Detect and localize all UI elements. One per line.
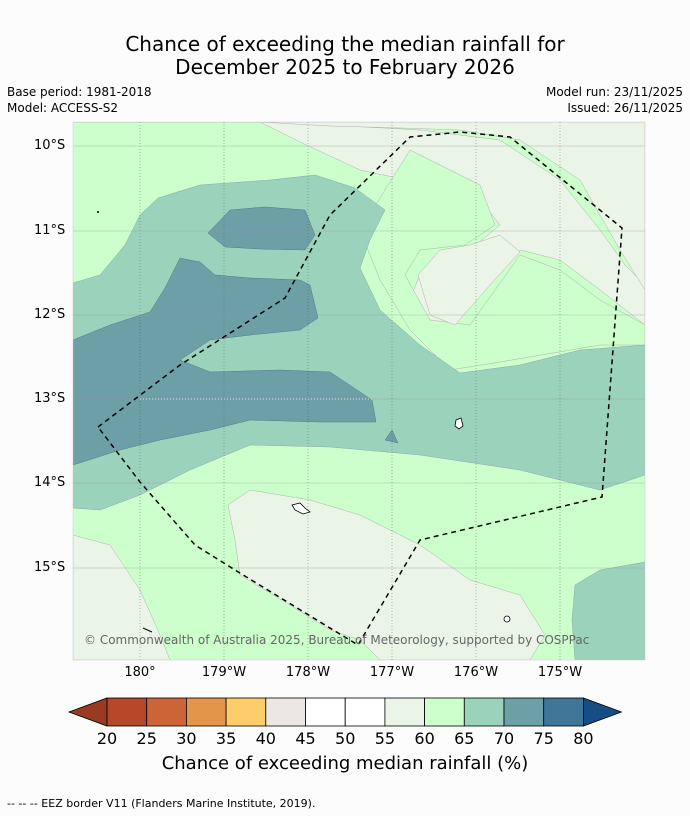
eez-border <box>96 131 623 647</box>
colorbar-label-65: 65 <box>454 729 475 748</box>
colorbar-label-25: 25 <box>136 729 157 748</box>
colorbar-swatch-c60_65 <box>424 697 465 727</box>
colorbar-swatch-c50_55 <box>344 697 386 727</box>
copyright-notice: © Commonwealth of Australia 2025, Bureau… <box>84 633 590 647</box>
region-70-75-island <box>384 429 399 444</box>
region-55-60-north <box>259 122 645 291</box>
colorbar-swatch-c65_70 <box>463 697 505 727</box>
colorbar-swatch-c35_40 <box>225 697 267 727</box>
island-southeast <box>503 615 511 623</box>
colorbar-swatch-c55_60 <box>384 697 425 727</box>
island-east <box>454 417 464 430</box>
colorbar-label-20: 20 <box>96 729 118 748</box>
map-title-line1: Chance of exceeding the median rainfall … <box>125 32 565 56</box>
colorbar-swatch-c25_30 <box>146 697 187 727</box>
colorbar-swatch-c20_25 <box>106 697 148 727</box>
lon-label-175w: 175°W <box>537 665 583 680</box>
lat-label-11s: 11°S <box>34 223 66 238</box>
lon-label-179w: 179°W <box>201 665 247 680</box>
colorbar-over-arrow <box>583 697 623 727</box>
lat-label-12s: 12°S <box>34 307 66 322</box>
region-55-60-pocket <box>417 234 521 326</box>
base-period: Base period: 1981-2018 <box>7 85 152 99</box>
lon-label-180: 180° <box>124 665 156 680</box>
region-70-75-main <box>73 257 377 466</box>
colorbar-swatch-c70_75 <box>503 697 545 727</box>
lat-label-15s: 15°S <box>34 560 66 575</box>
colorbar-label-40: 40 <box>255 729 276 748</box>
island-far-south <box>142 627 153 633</box>
lat-label-14s: 14°S <box>34 475 66 490</box>
lat-label-13s: 13°S <box>34 391 66 406</box>
graticule <box>73 122 645 660</box>
eez-legend-note: -- -- -- EEZ border V11 (Flanders Marine… <box>7 797 316 810</box>
colorbar-label-30: 30 <box>176 729 197 748</box>
colorbar-swatch-c30_35 <box>185 697 227 727</box>
colorbar <box>67 697 623 727</box>
issued-date: Issued: 26/11/2025 <box>567 101 683 115</box>
lat-label-10s: 10°S <box>34 138 66 153</box>
lon-label-176w: 176°W <box>453 665 499 680</box>
island-southwest <box>291 502 311 515</box>
lon-label-177w: 177°W <box>369 665 415 680</box>
island-northwest <box>97 211 99 213</box>
model-name: Model: ACCESS-S2 <box>7 101 119 115</box>
colorbar-label-45: 45 <box>295 729 316 748</box>
colorbar-swatch-c40_45 <box>265 697 306 727</box>
colorbar-label-50: 50 <box>335 729 356 748</box>
region-55-60-south <box>227 489 546 660</box>
colorbar-swatch-c45_50 <box>305 697 346 727</box>
colorbar-label-75: 75 <box>533 729 554 748</box>
colorbar-title: Chance of exceeding median rainfall (%) <box>161 753 529 774</box>
region-65-70-se <box>571 561 645 660</box>
map-title-line2: December 2025 to February 2026 <box>175 55 515 79</box>
colorbar-under-arrow <box>67 697 108 727</box>
colorbar-label-70: 70 <box>493 729 515 748</box>
colorbar-label-35: 35 <box>215 729 237 748</box>
model-run: Model run: 23/11/2025 <box>545 85 683 99</box>
colorbar-label-80: 80 <box>573 729 594 748</box>
lon-label-178w: 178°W <box>285 665 331 680</box>
colorbar-swatch-c75_80 <box>543 697 584 727</box>
region-70-75-north <box>207 206 316 251</box>
colorbar-label-60: 60 <box>414 729 435 748</box>
colorbar-label-55: 55 <box>374 729 396 748</box>
